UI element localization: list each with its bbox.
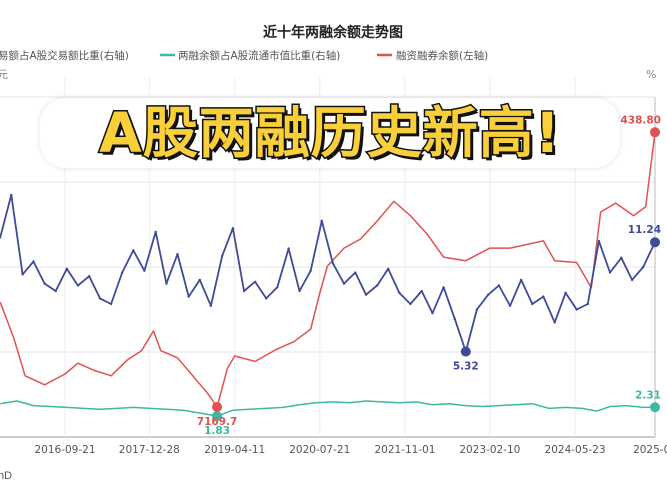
data-point — [475, 308, 479, 311]
left-axis-unit: 元 — [0, 68, 8, 81]
data-point — [364, 293, 368, 296]
x-tick-label: 2023-02-10 — [459, 444, 520, 456]
data-point — [630, 278, 634, 282]
data-point — [0, 236, 2, 239]
data-point — [387, 267, 390, 271]
x-tick-label: 2017-12-28 — [119, 444, 180, 456]
data-point — [109, 302, 113, 306]
x-tick-label: 2016-09-21 — [34, 444, 95, 456]
data-point — [98, 297, 102, 300]
right-axis-unit: % — [646, 68, 656, 81]
series-line-balance — [0, 132, 656, 408]
label-market-ratio-last: 2.31 — [635, 389, 661, 401]
data-point — [442, 286, 445, 289]
data-point — [231, 226, 235, 230]
data-point — [531, 302, 534, 306]
data-point — [398, 291, 401, 295]
legend-label-balance[interactable]: 融资融券余额(左轴) — [396, 49, 488, 62]
min-marker — [460, 346, 471, 357]
data-point — [143, 269, 146, 272]
data-point — [497, 284, 501, 287]
legend-label-market-ratio[interactable]: 两融余额占A股流通市值比重(右轴) — [178, 49, 340, 62]
data-point — [43, 282, 46, 285]
x-tick-label: 2020-07-21 — [289, 444, 350, 456]
data-point — [342, 282, 346, 285]
label-balance-min: 7169.7 — [197, 416, 238, 428]
data-point — [608, 271, 612, 274]
x-tick-label: 2024-05-23 — [545, 444, 606, 456]
data-point — [276, 286, 279, 289]
data-point — [309, 269, 312, 272]
data-point — [220, 254, 224, 258]
data-point — [165, 282, 168, 285]
markers — [212, 127, 660, 422]
source-note: nD — [0, 470, 13, 482]
data-point — [132, 249, 135, 252]
data-point — [154, 230, 157, 234]
data-point — [253, 280, 257, 283]
data-point — [431, 311, 434, 315]
min-marker — [212, 411, 223, 422]
data-point — [597, 239, 601, 243]
data-point — [420, 289, 423, 293]
label-trade-ratio-last: 11.24 — [628, 224, 661, 236]
legend-label-trade-ratio[interactable]: 易额占A股交易额比重(右轴) — [0, 49, 129, 62]
min-marker — [212, 401, 223, 412]
data-point — [354, 271, 357, 274]
data-point — [375, 284, 379, 287]
data-point — [586, 302, 590, 306]
headline-text: A股两融历史新高! — [98, 100, 562, 167]
data-point — [120, 271, 124, 274]
data-point — [409, 302, 412, 306]
data-point — [519, 278, 523, 282]
data-point — [298, 289, 301, 293]
last-marker — [650, 127, 660, 138]
last-marker — [650, 402, 660, 413]
data-point — [187, 295, 190, 298]
data-point — [287, 247, 290, 250]
data-point — [453, 317, 456, 320]
chart-title: 近十年两融余额走势图 — [263, 24, 403, 41]
data-point — [176, 252, 179, 256]
data-point — [65, 267, 69, 271]
data-point — [542, 295, 545, 298]
data-point — [641, 265, 645, 269]
data-point — [209, 304, 213, 308]
data-point — [10, 193, 13, 197]
series-line-market-ratio — [0, 400, 656, 417]
data-point — [54, 289, 57, 293]
label-market-ratio-min: 1.83 — [204, 425, 230, 437]
label-trade-ratio-min: 5.32 — [453, 361, 479, 373]
data-point — [76, 284, 80, 287]
data-point — [620, 256, 623, 259]
data-point — [242, 289, 246, 293]
data-point — [508, 304, 512, 308]
x-tick-label: 2025-08 — [633, 444, 667, 456]
data-point — [575, 308, 578, 311]
data-point — [564, 291, 567, 295]
data-point — [198, 278, 201, 282]
series-lines — [0, 132, 657, 417]
data-point — [265, 297, 268, 300]
x-tick-label: 2019-04-11 — [204, 444, 265, 456]
data-point — [331, 262, 335, 265]
series-line-trade-ratio — [0, 194, 656, 353]
last-marker — [650, 237, 660, 248]
data-point — [553, 321, 556, 324]
data-point — [486, 293, 490, 296]
x-tick-label: 2021-11-01 — [374, 444, 435, 456]
data-point — [88, 275, 91, 278]
data-point — [21, 273, 24, 276]
x-axis-ticks: 2016-09-21 2017-12-28 2019-04-11 2020-07-21… — [34, 444, 667, 456]
headline-banner: A股两融历史新高! — [40, 98, 620, 168]
data-point — [320, 219, 323, 223]
legend: 易额占A股交易额比重(右轴) 两融余额占A股流通市值比重(右轴) 融资融券余额(… — [0, 49, 488, 62]
data-point — [32, 260, 35, 263]
